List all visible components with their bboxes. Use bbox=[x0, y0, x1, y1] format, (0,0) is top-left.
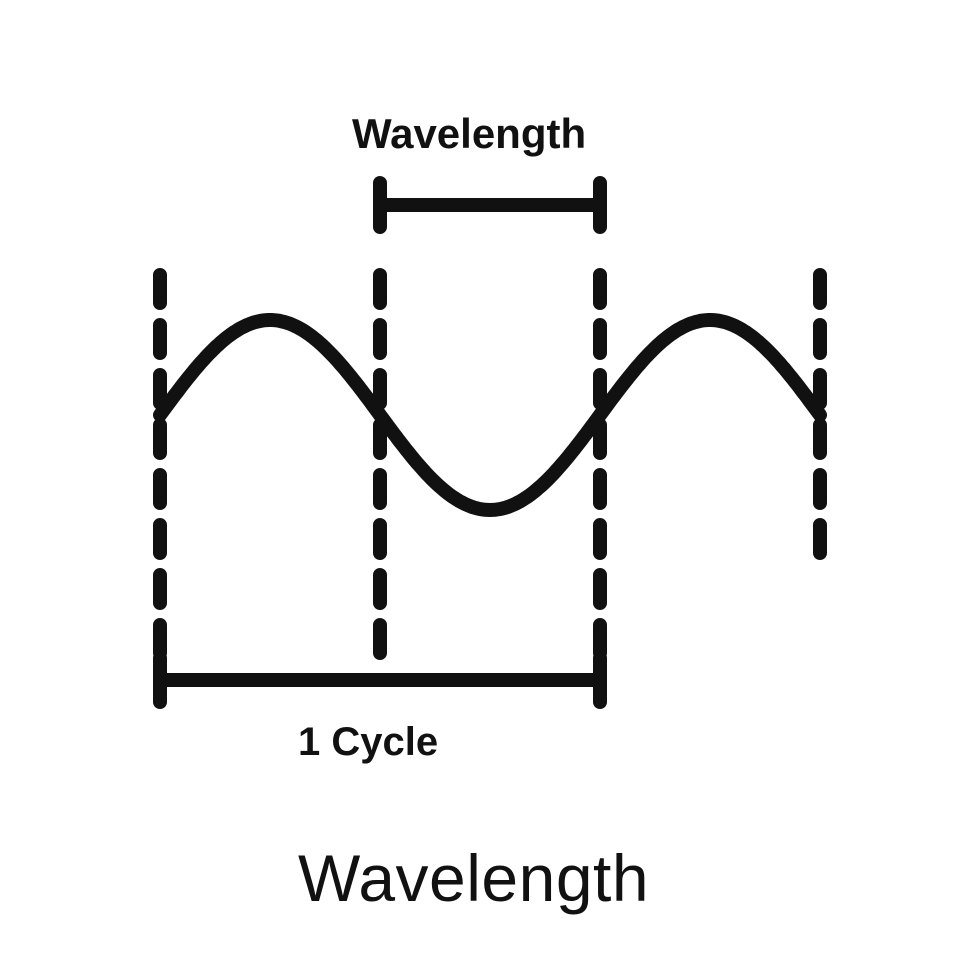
diagram-caption: Wavelength bbox=[298, 840, 649, 916]
wavelength-bracket bbox=[380, 183, 600, 227]
cycle-label: 1 Cycle bbox=[298, 720, 438, 765]
dashed-verticals bbox=[160, 275, 820, 655]
cycle-bracket bbox=[160, 658, 600, 702]
wavelength-label: Wavelength bbox=[352, 110, 586, 158]
wavelength-diagram: Wavelength 1 Cycle Wavelength bbox=[0, 0, 980, 980]
sine-wave bbox=[160, 320, 820, 510]
